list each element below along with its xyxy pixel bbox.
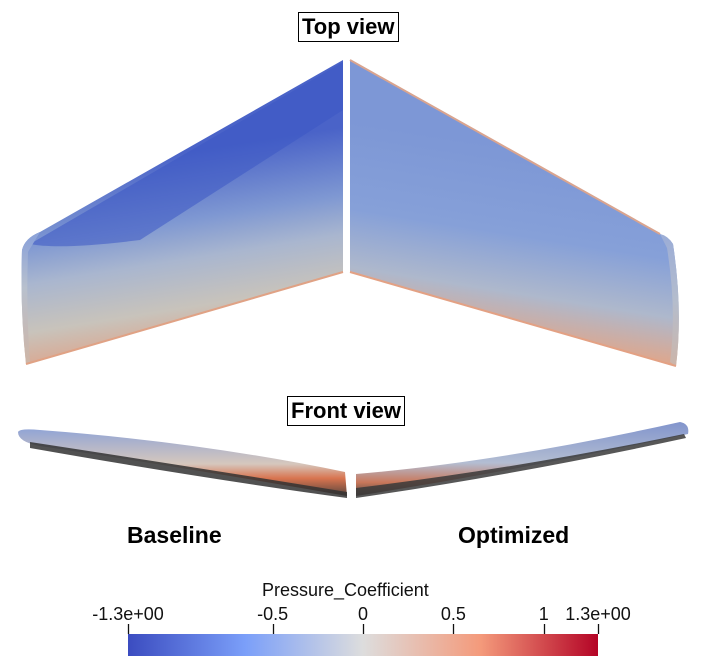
optimized-front-lower bbox=[356, 434, 686, 498]
colorbar-tick-label: 0 bbox=[357, 604, 368, 624]
pressure-colorbar bbox=[128, 634, 598, 656]
colorbar-min-label: -1.3e+00 bbox=[92, 604, 164, 624]
colorbar-tick-label: 1 bbox=[538, 604, 549, 624]
optimized-label: Optimized bbox=[458, 522, 570, 548]
baseline-front-lower bbox=[30, 442, 347, 498]
baseline-wingtip-face bbox=[21, 232, 40, 364]
colorbar-max-label: 1.3e+00 bbox=[565, 604, 631, 624]
front-view-title: Front view bbox=[287, 396, 406, 426]
baseline-trailing-edge bbox=[25, 271, 344, 365]
optimized-leading-edge bbox=[349, 59, 661, 235]
baseline-label: Baseline bbox=[127, 522, 222, 548]
optimized-wingtip-face bbox=[660, 234, 679, 366]
colorbar-tick-label: -0.5 bbox=[257, 604, 289, 624]
optimized-top-wing bbox=[350, 60, 679, 366]
optimized-trailing-edge bbox=[349, 271, 677, 367]
baseline-suction-band bbox=[30, 62, 343, 247]
colorbar-tick-marks bbox=[127, 624, 600, 634]
colorbar-title: Pressure_Coefficient bbox=[262, 580, 429, 600]
top-view-title: Top view bbox=[298, 12, 399, 42]
colorbar-tick-label: 0.5 bbox=[440, 604, 466, 624]
